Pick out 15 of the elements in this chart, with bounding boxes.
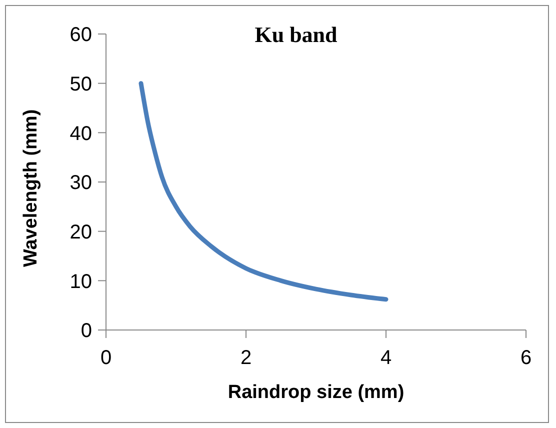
chart-title: Ku band — [254, 22, 338, 48]
y-tick-label: 10 — [70, 270, 92, 293]
y-tick-label: 40 — [70, 122, 92, 145]
y-tick-label: 50 — [70, 73, 92, 96]
x-tick-label: 4 — [380, 347, 392, 370]
y-tick-label: 30 — [70, 172, 92, 194]
x-tick-label: 2 — [240, 347, 252, 370]
y-tick-label: 20 — [70, 221, 92, 244]
y-tick-label: 60 — [70, 24, 92, 46]
x-axis-title: Raindrop size (mm) — [228, 382, 404, 403]
x-tick-label: 0 — [100, 347, 112, 370]
x-tick-label: 6 — [520, 347, 532, 370]
y-axis-title: Wavelength (mm) — [20, 109, 42, 267]
y-tick-label: 0 — [80, 320, 92, 342]
line-series — [138, 81, 388, 302]
